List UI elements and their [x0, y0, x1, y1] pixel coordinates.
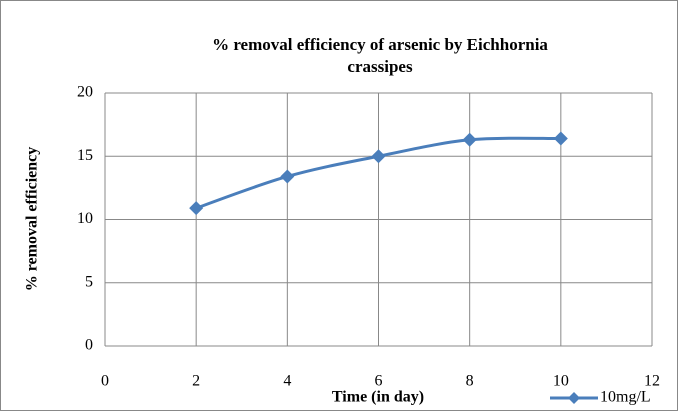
legend-label: 10mg/L: [600, 389, 651, 406]
data-point: [553, 131, 568, 146]
data-point: [280, 169, 295, 184]
x-tick-label: 0: [101, 373, 109, 390]
data-point: [371, 149, 386, 164]
y-tick-label: 20: [77, 84, 93, 101]
x-tick-label: 6: [375, 373, 383, 390]
x-tick-label: 12: [644, 373, 660, 390]
data-point: [189, 201, 204, 216]
x-axis-label: Time (in day): [332, 389, 424, 406]
chart-title: % removal efficiency of arsenic by Eichh…: [212, 35, 548, 76]
y-tick-label: 10: [77, 210, 93, 227]
x-tick-label: 10: [553, 373, 569, 390]
y-axis-label: % removal efficiency: [24, 147, 41, 292]
legend-marker: [568, 392, 580, 404]
y-tick-label: 15: [77, 147, 93, 164]
y-tick-label: 0: [85, 337, 93, 354]
x-tick-label: 8: [466, 373, 474, 390]
x-tick-label: 2: [192, 373, 200, 390]
data-point: [462, 132, 477, 147]
y-tick-label: 5: [85, 273, 93, 290]
x-tick-label: 4: [283, 373, 291, 390]
